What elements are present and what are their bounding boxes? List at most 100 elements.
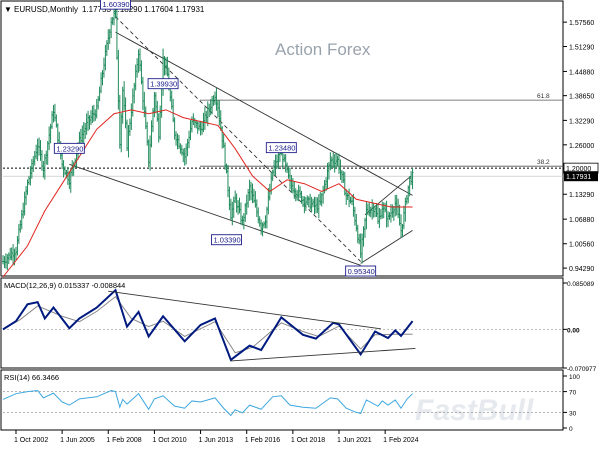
price-bar bbox=[322, 185, 325, 204]
price-bar bbox=[299, 186, 302, 198]
price-bar bbox=[317, 194, 320, 219]
price-tick-label: 1.13290 bbox=[569, 192, 594, 199]
macd-trendline bbox=[230, 347, 416, 362]
swing-label-box bbox=[53, 142, 85, 154]
price-bar bbox=[192, 113, 195, 126]
price-bar bbox=[92, 104, 95, 122]
rsi-tick-label: 0 bbox=[569, 426, 573, 433]
price-bar bbox=[10, 247, 13, 261]
price-bar bbox=[19, 220, 22, 233]
price-bar bbox=[166, 56, 169, 77]
price-bar bbox=[313, 196, 316, 215]
price-bar bbox=[349, 196, 352, 204]
price-bar bbox=[395, 194, 398, 216]
price-bar bbox=[137, 49, 140, 73]
price-bar bbox=[111, 17, 114, 25]
time-tick-label: 1 Oct 2010 bbox=[152, 437, 186, 444]
price-bar bbox=[381, 201, 384, 219]
price-bar bbox=[237, 200, 240, 215]
swing-label-box bbox=[265, 142, 297, 154]
price-bar bbox=[131, 88, 134, 117]
swing-label-box bbox=[211, 234, 242, 246]
price-panel-frame bbox=[0, 0, 564, 277]
fastbull-watermark: FastBull bbox=[415, 394, 534, 427]
price-bar bbox=[32, 156, 35, 172]
ohlc-readout: 1.17753 1.18290 1.17604 1.17931 bbox=[82, 5, 205, 14]
price-bar bbox=[267, 188, 270, 215]
price-bar bbox=[87, 110, 90, 131]
price-bar bbox=[102, 57, 105, 78]
price-tick-label: 1.57560 bbox=[569, 20, 594, 27]
symbol-label: EURUSD,Monthly bbox=[14, 5, 78, 14]
price-bar bbox=[126, 119, 129, 152]
price-bar bbox=[173, 117, 176, 140]
price-bar bbox=[297, 184, 300, 202]
price-bar bbox=[23, 191, 26, 216]
price-bar bbox=[392, 206, 395, 221]
price-bar bbox=[205, 110, 208, 123]
price-bar bbox=[387, 211, 390, 227]
price-bar bbox=[199, 120, 202, 136]
price-bar bbox=[391, 204, 394, 218]
price-bar bbox=[348, 188, 351, 208]
swing-label: 1.39930 bbox=[150, 80, 177, 89]
price-bar bbox=[232, 196, 235, 218]
price-bar bbox=[307, 196, 310, 208]
price-bar bbox=[7, 252, 10, 265]
price-bar bbox=[255, 199, 258, 218]
swing-label-box bbox=[147, 78, 179, 90]
rsi-panel: 100 70 30 0 bbox=[2, 374, 580, 433]
price-bar bbox=[350, 195, 353, 206]
price-bar bbox=[361, 233, 364, 264]
price-bar bbox=[250, 181, 253, 201]
price-bar bbox=[149, 135, 152, 171]
price-tick-label: 1.44880 bbox=[569, 69, 594, 76]
price-bar bbox=[274, 154, 277, 176]
price-bar bbox=[17, 224, 20, 244]
price-bar bbox=[25, 186, 28, 206]
price-bar bbox=[238, 197, 241, 214]
price-bar bbox=[64, 166, 67, 176]
price-bar bbox=[271, 169, 274, 182]
price-tick-label: 1.00560 bbox=[569, 242, 594, 249]
price-bar bbox=[353, 206, 356, 226]
price-tick-label: 0.94290 bbox=[569, 266, 594, 273]
price-bar bbox=[82, 122, 85, 144]
price-bar bbox=[339, 159, 342, 180]
price-bar bbox=[104, 44, 107, 71]
macd-line bbox=[2, 288, 414, 362]
price-bar bbox=[176, 133, 179, 150]
price-bar bbox=[46, 140, 49, 165]
price-bar bbox=[407, 185, 410, 204]
price-bar bbox=[385, 200, 388, 228]
chart-header: ▼ EURUSD,Monthly 1.17753 1.18290 1.17604… bbox=[4, 5, 205, 14]
price-bar bbox=[218, 100, 221, 126]
swing-label-box bbox=[345, 265, 377, 277]
price-bar bbox=[2, 255, 4, 265]
price-bar bbox=[273, 160, 276, 176]
price-trendline bbox=[115, 16, 361, 262]
price-bar bbox=[358, 233, 361, 245]
price-bar bbox=[39, 140, 42, 161]
price-trendline bbox=[69, 163, 361, 266]
macd-panel: 0.085089 0.00 -0.070977 bbox=[2, 281, 597, 373]
price-bar bbox=[134, 64, 137, 91]
swing-label: 1.23290 bbox=[56, 144, 83, 153]
current-price-tag bbox=[564, 171, 598, 182]
price-bar bbox=[139, 48, 141, 72]
price-bar bbox=[319, 191, 322, 206]
price-bar bbox=[175, 131, 178, 146]
price-bar bbox=[29, 166, 32, 186]
price-bar bbox=[201, 121, 204, 135]
swing-label: 1.60390 bbox=[102, 0, 129, 9]
price-bar bbox=[147, 139, 150, 168]
macd-trendline bbox=[108, 290, 381, 330]
price-tick-label: 1.32290 bbox=[569, 118, 594, 125]
price-bar bbox=[384, 202, 387, 213]
price-bar bbox=[14, 247, 17, 261]
price-bar bbox=[9, 247, 12, 261]
rsi-tick-label: 70 bbox=[569, 390, 577, 397]
price-bar bbox=[284, 154, 287, 173]
price-bar bbox=[203, 107, 206, 130]
